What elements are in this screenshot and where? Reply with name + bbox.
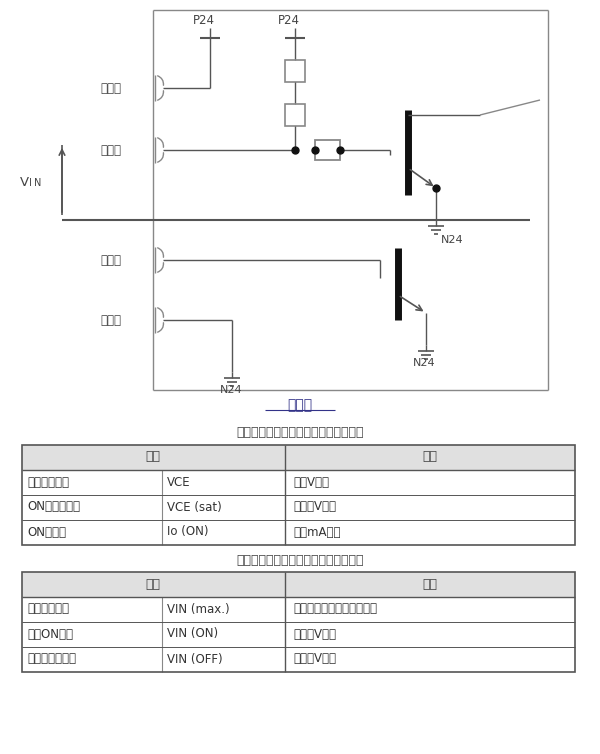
Text: 信号３: 信号３ [100,81,121,94]
Text: ＤＲＩＶＥＲｎコネクタ出力信号仕様: ＤＲＩＶＥＲｎコネクタ出力信号仕様 [236,425,364,439]
Text: V: V [20,176,29,189]
Text: I: I [29,178,32,188]
Text: 仕様: 仕様 [422,450,437,464]
Text: 回路２: 回路２ [287,398,313,412]
Text: N24: N24 [441,235,464,245]
Text: P24: P24 [278,14,300,26]
Bar [22,572,575,672]
Text: VIN (max.): VIN (max.) [167,602,230,615]
Text: ON時最小電圧: ON時最小電圧 [27,501,80,513]
Text: ３０V以下: ３０V以下 [293,476,329,489]
Bar [315,140,340,160]
Text: ＤＲＩＶＥＲｎコネクタ入力信号仕様: ＤＲＩＶＥＲｎコネクタ入力信号仕様 [236,553,364,566]
Text: ５０mA以上: ５０mA以上 [293,526,341,538]
Text: 最大ＯＦＦ電圧: 最大ＯＦＦ電圧 [27,652,76,666]
Text: VIN (OFF): VIN (OFF) [167,652,223,666]
Text: ON時電流: ON時電流 [27,526,66,538]
Text: N: N [34,178,41,188]
Bar [22,445,575,470]
Text: N24: N24 [220,385,242,395]
Text: ０．６V以下: ０．６V以下 [293,501,336,513]
Text: 信号６: 信号６ [100,314,121,326]
Text: 項目: 項目 [146,578,161,590]
Text: ２．４V以上: ２．４V以上 [293,627,336,640]
Text: １．０V以下: １．０V以下 [293,652,336,666]
Bar [22,445,575,545]
Text: 項目: 項目 [146,450,161,464]
Bar [285,104,305,126]
Text: VCE: VCE [167,476,191,489]
Text: ＣＰ－Ｄ７の電源電圧以下: ＣＰ－Ｄ７の電源電圧以下 [293,602,377,615]
Text: Io (ON): Io (ON) [167,526,209,538]
Bar [285,60,305,82]
Text: 信号５: 信号５ [100,253,121,266]
Text: 仕様: 仕様 [422,578,437,590]
Text: 信号４: 信号４ [100,143,121,157]
Text: 最小ON電圧: 最小ON電圧 [27,627,73,640]
Text: VCE (sat): VCE (sat) [167,501,222,513]
Bar [22,572,575,597]
Text: 入力最大電圧: 入力最大電圧 [27,602,69,615]
Text: N24: N24 [413,358,436,368]
Text: 最大印可電圧: 最大印可電圧 [27,476,69,489]
Text: VIN (ON): VIN (ON) [167,627,218,640]
Text: P24: P24 [193,14,215,26]
